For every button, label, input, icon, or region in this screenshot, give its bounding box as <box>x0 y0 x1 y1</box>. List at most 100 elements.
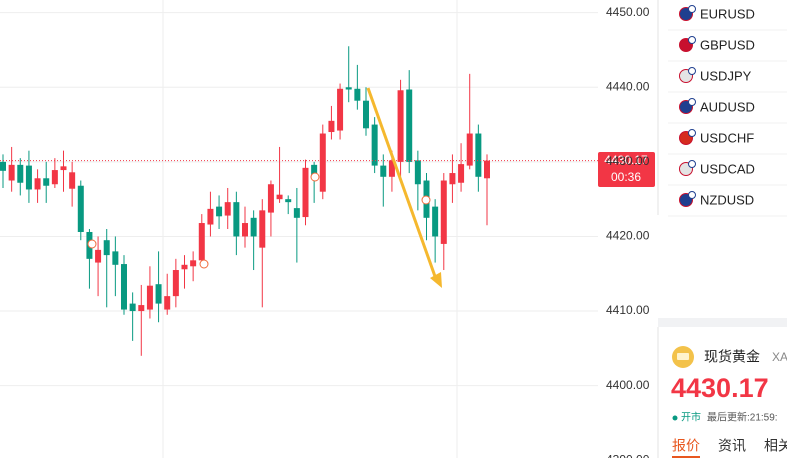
candle-body <box>414 160 421 185</box>
event-marker <box>199 259 209 269</box>
y-tick-label: 4440.00 <box>606 79 650 93</box>
candle-body <box>267 184 274 213</box>
candle-body <box>129 303 136 312</box>
candle-body <box>354 88 361 101</box>
candle-body <box>164 296 171 310</box>
flag-badge <box>688 67 696 75</box>
instrument-name: 现货黄金 <box>704 349 760 365</box>
trend-arrow <box>366 87 439 283</box>
candle-body <box>181 264 188 270</box>
candle-body <box>250 217 257 237</box>
candle-body <box>60 166 67 171</box>
candle-body <box>233 202 240 237</box>
candle-body <box>69 172 76 189</box>
pair-symbol: USDJPY <box>700 68 752 83</box>
instrument-price: 4430.17 <box>671 373 769 403</box>
candle-body <box>406 89 413 162</box>
candle-body <box>43 178 50 186</box>
last-updated: 最后更新:21:59: <box>707 411 778 424</box>
tab[interactable]: 报价 <box>672 438 700 454</box>
candle-body <box>293 208 300 218</box>
candle-body <box>95 249 102 263</box>
candle-body <box>328 120 335 133</box>
event-marker <box>87 239 97 249</box>
flag-badge <box>688 5 696 13</box>
candle-body <box>155 284 162 304</box>
y-tick-label: 4430.00 <box>606 154 650 168</box>
candle-body <box>484 160 490 179</box>
candle-body <box>216 206 223 217</box>
candle-body <box>138 305 145 312</box>
candle-body <box>112 251 119 265</box>
panel-gap <box>658 318 787 327</box>
candle-body <box>8 164 15 181</box>
price-badge <box>598 152 655 187</box>
candle-body <box>17 164 24 183</box>
candle-body <box>458 164 465 183</box>
pair-symbol: AUDUSD <box>700 99 755 114</box>
y-tick-label: 4390.00 <box>606 452 650 458</box>
gold-bar <box>677 353 689 360</box>
y-tick-label: 4400.00 <box>606 378 650 392</box>
watchlist: EURUSD GBPUSD USDJPY AUDUSD USDCHF USDCAD NZDU… <box>668 5 787 217</box>
pair-symbol: NZDUSD <box>700 192 754 207</box>
pair-symbol: EURUSD <box>700 6 755 21</box>
market-status: 开市 <box>681 411 701 424</box>
candle-body <box>259 210 266 248</box>
candle-body <box>345 87 352 90</box>
candle-body <box>276 194 283 200</box>
candle-body <box>432 206 439 237</box>
candle-body <box>363 100 369 129</box>
candle-body <box>207 208 214 225</box>
candle-body <box>0 161 6 171</box>
candle-body <box>121 264 127 310</box>
price-chart <box>0 0 598 458</box>
status-dot <box>672 415 678 421</box>
pair-symbol: USDCHF <box>700 130 754 145</box>
arrow-head <box>430 272 442 288</box>
candle-body <box>172 270 179 297</box>
candle-body <box>146 285 153 310</box>
candle-body <box>311 164 318 177</box>
flag-badge <box>688 129 696 137</box>
instrument-symbol: XA <box>772 350 787 364</box>
candle-body <box>190 260 197 267</box>
tab[interactable]: 资讯 <box>718 438 746 454</box>
candle-body <box>466 133 473 166</box>
annotations <box>87 87 442 288</box>
candle-body <box>25 165 32 190</box>
candle-body <box>380 165 387 177</box>
candle-body <box>475 133 482 177</box>
flag-badge <box>688 160 696 168</box>
flag-badge <box>688 191 696 199</box>
candle-body <box>103 240 110 256</box>
candle-body <box>449 173 456 185</box>
candle-body <box>242 223 248 237</box>
flag-badge <box>688 98 696 106</box>
event-marker <box>310 172 320 182</box>
pair-symbol: USDCAD <box>700 161 755 176</box>
candle-body <box>224 202 231 216</box>
y-tick-label: 4410.00 <box>606 303 650 317</box>
countdown: 00:36 <box>611 170 641 184</box>
candle-body <box>34 178 41 190</box>
event-marker <box>421 195 431 205</box>
candle-body <box>198 223 205 261</box>
candle-body <box>371 124 378 166</box>
last-price-label: 4430.17 <box>604 153 648 167</box>
y-tick-label: 4420.00 <box>606 229 650 243</box>
candle-body <box>285 199 292 203</box>
candle-body <box>302 167 309 218</box>
pair-symbol: GBPUSD <box>700 37 755 52</box>
flag-badge <box>688 36 696 44</box>
candle-body <box>388 160 395 177</box>
candle-body <box>337 88 344 131</box>
candle-body <box>440 180 447 244</box>
candle-body <box>397 90 404 162</box>
tab[interactable]: 相关 <box>764 438 787 454</box>
y-tick-label: 4450.00 <box>606 5 650 19</box>
candle-body <box>77 185 84 232</box>
candle-body <box>51 170 58 185</box>
